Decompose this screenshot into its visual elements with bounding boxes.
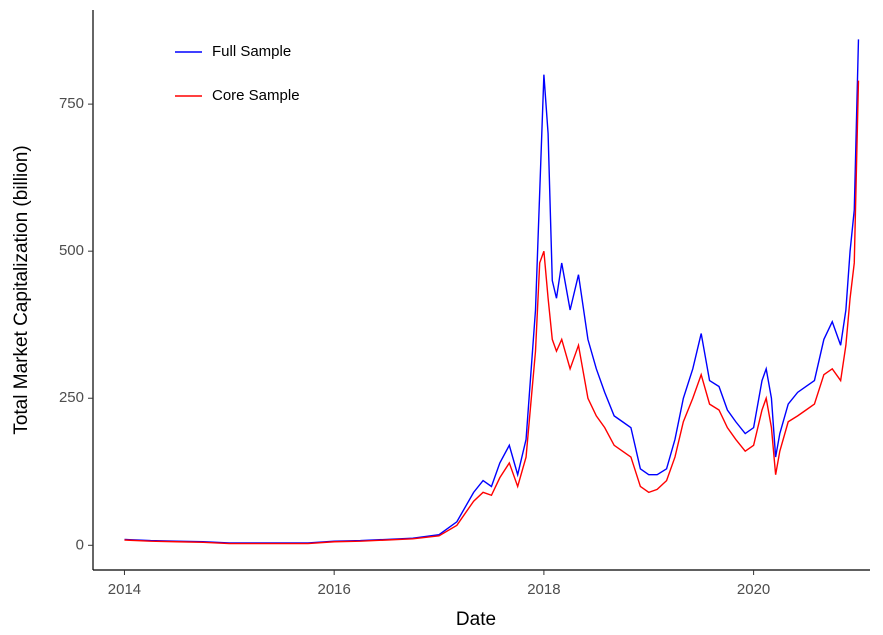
series-line	[124, 80, 860, 545]
legend-label: Core Sample	[212, 87, 300, 104]
y-tick-label: 750	[59, 95, 84, 112]
y-tick-label: 500	[59, 242, 84, 259]
x-tick-label: 2020	[737, 581, 770, 598]
x-tick-label: 2016	[317, 581, 350, 598]
x-tick-label: 2018	[527, 581, 560, 598]
legend-label: Full Sample	[212, 43, 291, 60]
y-tick-label: 0	[76, 536, 84, 553]
x-axis-title: Date	[456, 609, 496, 630]
y-axis-title: Total Market Capitalization (billion)	[11, 145, 32, 434]
x-tick-label: 2014	[108, 581, 141, 598]
series-line	[124, 39, 860, 544]
y-tick-label: 250	[59, 389, 84, 406]
